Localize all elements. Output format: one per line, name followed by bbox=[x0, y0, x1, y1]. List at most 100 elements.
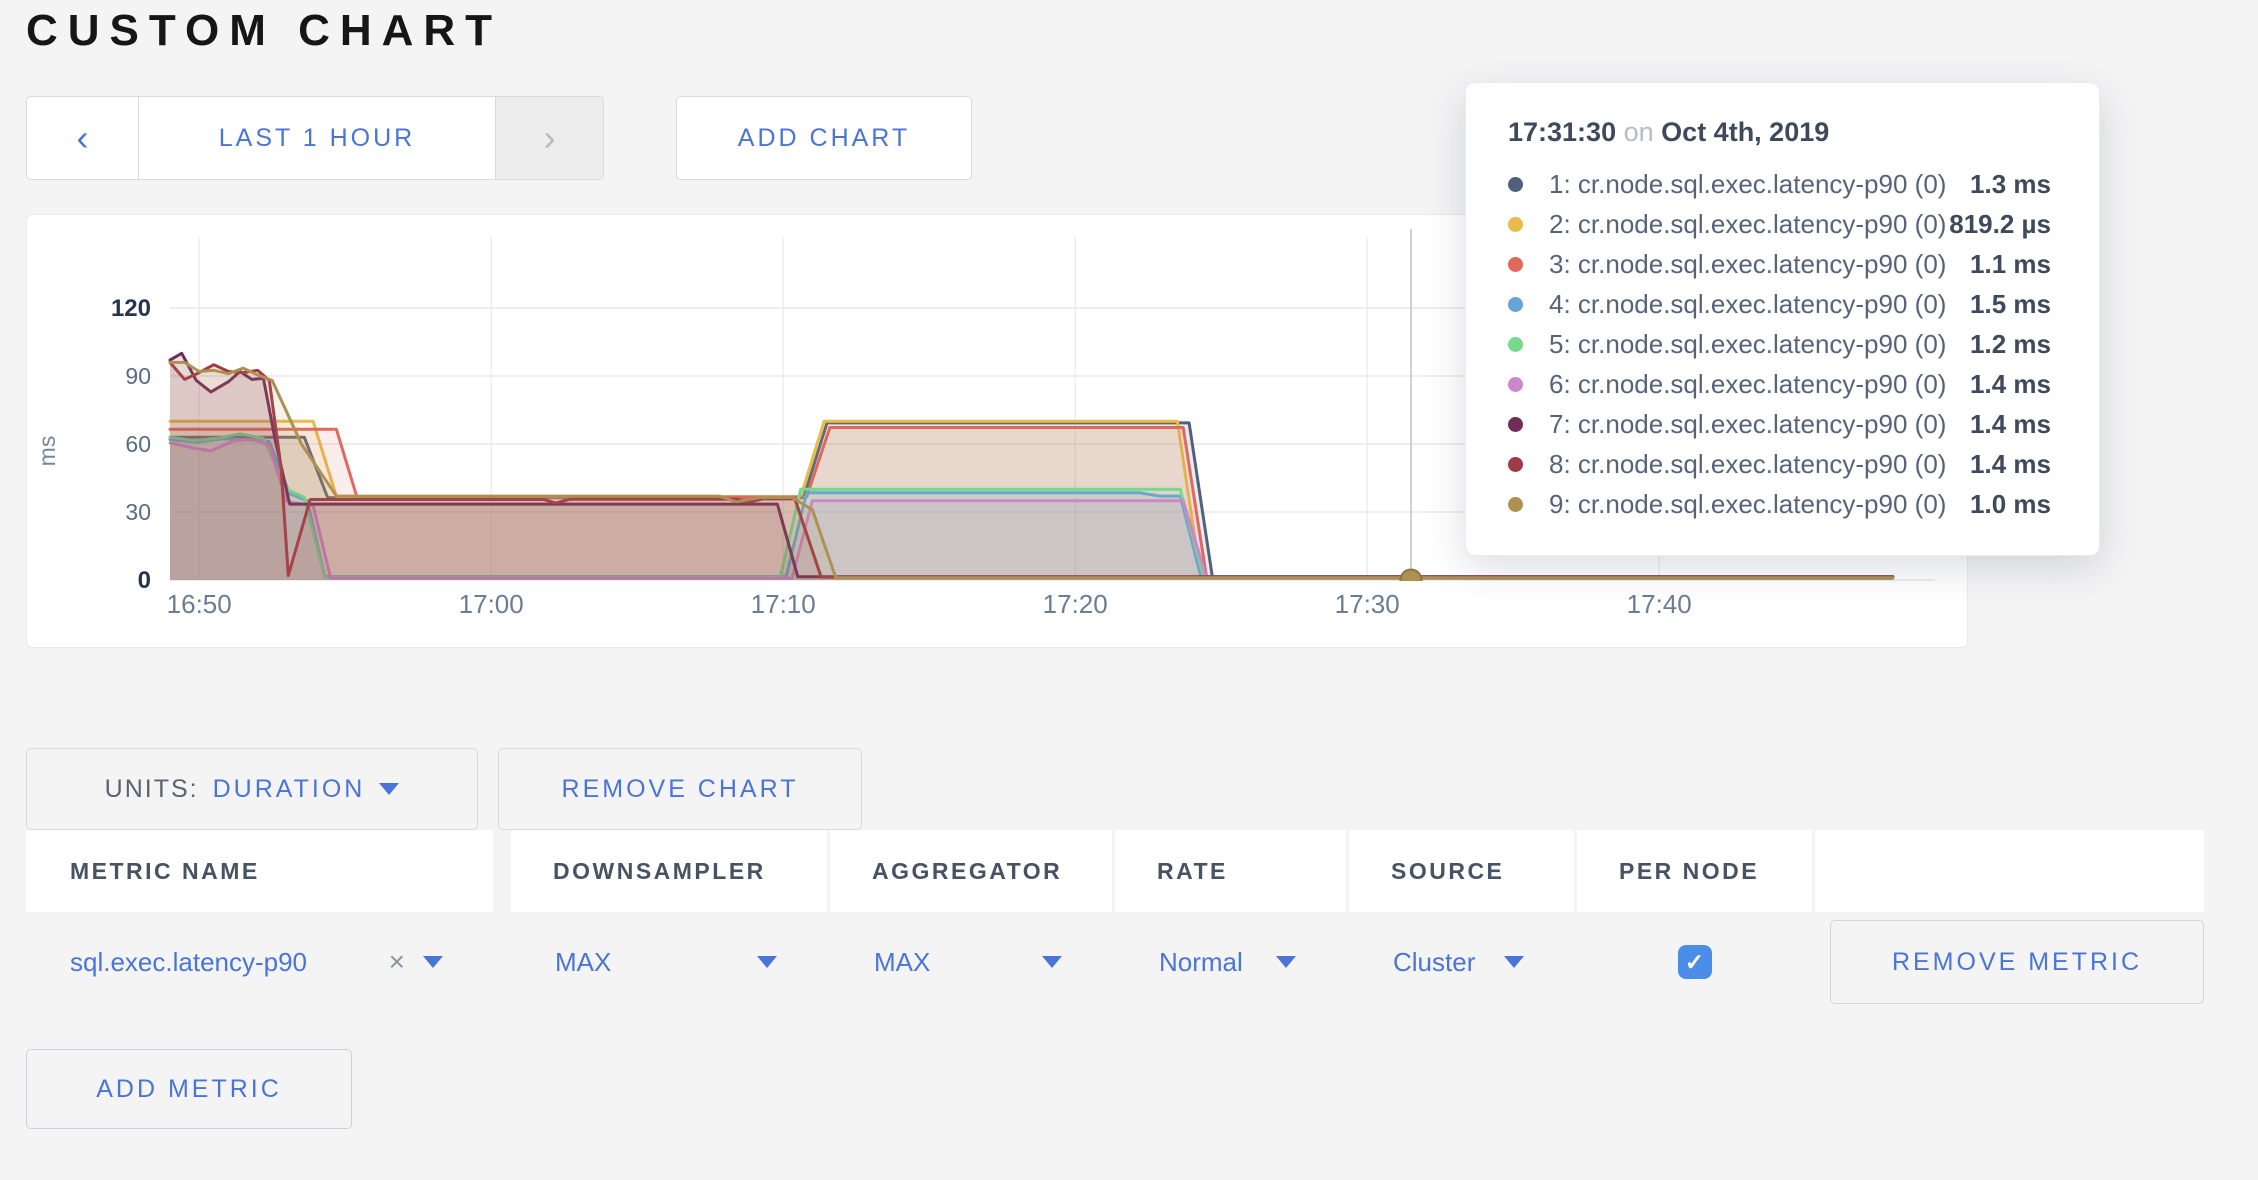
y-tick-label: 90 bbox=[125, 363, 151, 389]
series-color-dot-icon bbox=[1508, 336, 1523, 352]
tooltip-series-label: 8: cr.node.sql.exec.latency-p90 (0) bbox=[1549, 448, 1947, 479]
tooltip-series-row: 2: cr.node.sql.exec.latency-p90 (0) 819.2… bbox=[1508, 204, 2051, 244]
units-value: DURATION bbox=[212, 774, 366, 803]
remove-metric-button[interactable]: REMOVE METRIC bbox=[1830, 920, 2204, 1004]
tooltip-series-label: 6: cr.node.sql.exec.latency-p90 (0) bbox=[1549, 368, 1947, 399]
series-line-8 bbox=[168, 360, 1895, 579]
time-range-label-button[interactable]: LAST 1 HOUR bbox=[218, 123, 416, 152]
series-area-6 bbox=[170, 439, 1893, 580]
y-tick-label: 120 bbox=[111, 295, 151, 322]
series-color-dot-icon bbox=[1508, 296, 1523, 312]
clear-metric-icon[interactable]: × bbox=[388, 946, 405, 977]
series-area-8 bbox=[170, 362, 1893, 580]
units-dropdown[interactable]: UNITS: DURATION bbox=[26, 748, 478, 830]
rate-dropdown[interactable]: Normal bbox=[1115, 912, 1346, 1012]
tooltip-series-value: 1.1 ms bbox=[1970, 248, 2051, 279]
series-color-dot-icon bbox=[1508, 256, 1523, 272]
latency-chart[interactable]: 0 30 60 90 120 16:50 17:00 17:10 17:20 17:30 17:40… bbox=[27, 215, 1967, 647]
tooltip-series-value: 819.2 µs bbox=[1949, 208, 2051, 239]
page-title: CUSTOM CHART bbox=[26, 6, 503, 55]
time-range-next-button[interactable]: › bbox=[495, 97, 603, 179]
aggregator-dropdown[interactable]: MAX bbox=[830, 912, 1112, 1012]
tooltip-series-label: 4: cr.node.sql.exec.latency-p90 (0) bbox=[1549, 288, 1947, 319]
series-area-7 bbox=[170, 353, 1893, 580]
x-tick-label: 17:10 bbox=[751, 589, 816, 619]
tooltip-series-row: 9: cr.node.sql.exec.latency-p90 (0) 1.0 m… bbox=[1508, 484, 2051, 524]
tooltip-series-row: 5: cr.node.sql.exec.latency-p90 (0) 1.2 m… bbox=[1508, 324, 2051, 364]
rate-value: Normal bbox=[1159, 946, 1243, 977]
tooltip-series-value: 1.4 ms bbox=[1970, 408, 2051, 439]
header-downsampler: DOWNSAMPLER bbox=[511, 830, 827, 912]
tooltip-series-row: 1: cr.node.sql.exec.latency-p90 (0) 1.3 m… bbox=[1508, 164, 2051, 204]
tooltip-series-value: 1.4 ms bbox=[1970, 368, 2051, 399]
chevron-down-icon bbox=[1042, 956, 1062, 968]
series-color-dot-icon bbox=[1508, 456, 1523, 472]
check-icon: ✓ bbox=[1684, 948, 1705, 975]
time-range-prev-button[interactable]: ‹ bbox=[27, 97, 139, 179]
chevron-right-icon: › bbox=[543, 117, 556, 158]
per-node-checkbox[interactable]: ✓ bbox=[1677, 945, 1712, 979]
header-source: SOURCE bbox=[1349, 830, 1574, 912]
series-color-dot-icon bbox=[1508, 376, 1523, 392]
series-area-3 bbox=[170, 427, 1893, 580]
series-color-dot-icon bbox=[1508, 496, 1523, 512]
time-range-selector: ‹ LAST 1 HOUR › bbox=[26, 96, 604, 180]
metric-row: sql.exec.latency-p90 × MAX MAX Normal Cl… bbox=[26, 912, 2204, 1012]
chart-tooltip: 17:31:30 on Oct 4th, 2019 1: cr.node.sql… bbox=[1465, 82, 2100, 556]
tooltip-series-list: 1: cr.node.sql.exec.latency-p90 (0) 1.3 m… bbox=[1508, 164, 2051, 524]
tooltip-series-label: 9: cr.node.sql.exec.latency-p90 (0) bbox=[1549, 488, 1947, 519]
y-tick-label: 0 bbox=[138, 567, 151, 594]
metric-name-value: sql.exec.latency-p90 bbox=[70, 946, 308, 977]
series-line-7 bbox=[168, 351, 1895, 579]
tooltip-series-value: 1.5 ms bbox=[1970, 288, 2051, 319]
header-per-node: PER NODE bbox=[1577, 830, 1812, 912]
series-color-dot-icon bbox=[1508, 416, 1523, 432]
source-dropdown[interactable]: Cluster bbox=[1349, 912, 1574, 1012]
add-chart-button[interactable]: ADD CHART bbox=[676, 96, 972, 180]
chevron-down-icon bbox=[1504, 956, 1524, 968]
header-rate: RATE bbox=[1115, 830, 1346, 912]
tooltip-series-value: 1.3 ms bbox=[1970, 168, 2051, 199]
chevron-left-icon: ‹ bbox=[76, 117, 89, 158]
units-label: UNITS: bbox=[104, 774, 199, 803]
series-area-9 bbox=[170, 362, 1893, 580]
chevron-down-icon bbox=[1276, 956, 1296, 968]
x-tick-label: 16:50 bbox=[167, 589, 232, 619]
tooltip-series-row: 7: cr.node.sql.exec.latency-p90 (0) 1.4 m… bbox=[1508, 404, 2051, 444]
series-line-9 bbox=[168, 360, 1895, 580]
tooltip-series-label: 5: cr.node.sql.exec.latency-p90 (0) bbox=[1549, 328, 1947, 359]
series-area-5 bbox=[170, 433, 1893, 580]
tooltip-series-label: 1: cr.node.sql.exec.latency-p90 (0) bbox=[1549, 168, 1947, 199]
x-tick-label: 17:30 bbox=[1335, 589, 1400, 619]
metric-name-dropdown[interactable]: sql.exec.latency-p90 × bbox=[26, 912, 493, 1012]
series-line-1 bbox=[168, 421, 1895, 579]
x-tick-label: 17:40 bbox=[1627, 589, 1692, 619]
tooltip-series-row: 8: cr.node.sql.exec.latency-p90 (0) 1.4 m… bbox=[1508, 444, 2051, 484]
chevron-down-icon bbox=[423, 956, 443, 968]
series-color-dot-icon bbox=[1508, 216, 1523, 232]
downsampler-dropdown[interactable]: MAX bbox=[511, 912, 827, 1012]
tooltip-series-label: 7: cr.node.sql.exec.latency-p90 (0) bbox=[1549, 408, 1947, 439]
per-node-cell: ✓ bbox=[1577, 912, 1812, 1012]
tooltip-series-value: 1.0 ms bbox=[1970, 488, 2051, 519]
remove-chart-button[interactable]: REMOVE CHART bbox=[498, 748, 862, 830]
downsampler-value: MAX bbox=[555, 946, 612, 977]
chevron-down-icon bbox=[379, 783, 400, 795]
header-actions bbox=[1815, 830, 2204, 912]
tooltip-series-value: 1.4 ms bbox=[1970, 448, 2051, 479]
tooltip-series-row: 3: cr.node.sql.exec.latency-p90 (0) 1.1 m… bbox=[1508, 244, 2051, 284]
tooltip-series-value: 1.2 ms bbox=[1970, 328, 2051, 359]
y-axis-unit-label: ms bbox=[34, 436, 60, 467]
series-line-3 bbox=[168, 426, 1895, 579]
add-metric-button[interactable]: ADD METRIC bbox=[26, 1049, 352, 1129]
chevron-down-icon bbox=[757, 956, 777, 968]
header-aggregator: AGGREGATOR bbox=[830, 830, 1112, 912]
tooltip-conjunction: on bbox=[1623, 117, 1654, 147]
tooltip-series-row: 6: cr.node.sql.exec.latency-p90 (0) 1.4 m… bbox=[1508, 364, 2051, 404]
series-line-5 bbox=[168, 432, 1895, 579]
x-tick-label: 17:00 bbox=[459, 589, 524, 619]
y-tick-label: 30 bbox=[125, 499, 151, 525]
aggregator-value: MAX bbox=[874, 946, 931, 977]
tooltip-series-label: 3: cr.node.sql.exec.latency-p90 (0) bbox=[1549, 248, 1947, 279]
